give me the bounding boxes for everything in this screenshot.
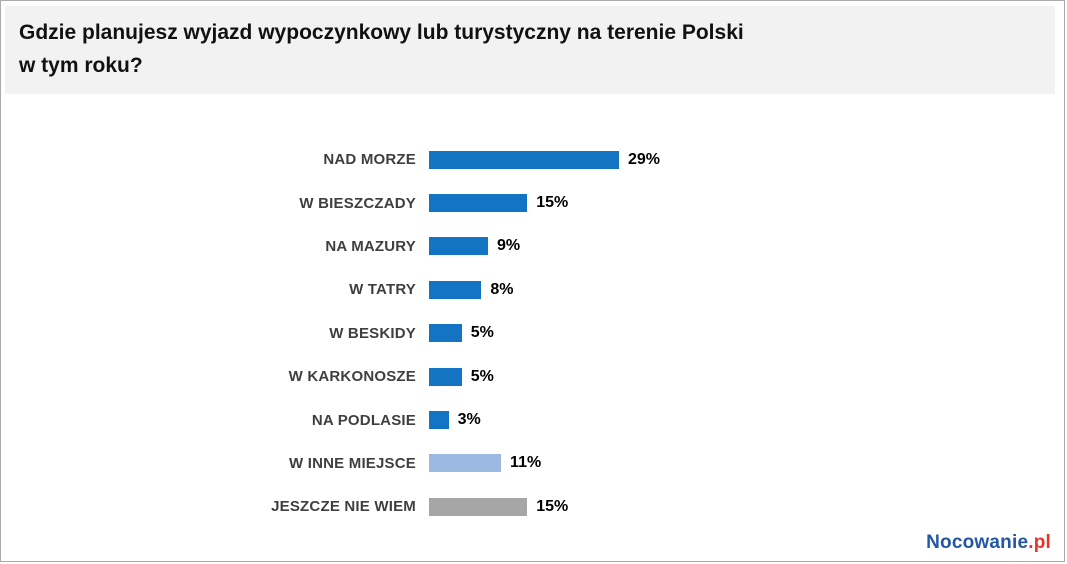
category-label: NA PODLASIE bbox=[311, 411, 416, 429]
bar-row: W TATRY 8% bbox=[1, 268, 1064, 311]
page-title-line-2: w tym roku? bbox=[19, 54, 143, 77]
bar bbox=[429, 367, 462, 386]
value-label: 3% bbox=[457, 411, 481, 429]
value-label: 15% bbox=[536, 194, 569, 212]
value-label: 11% bbox=[510, 454, 542, 472]
bar bbox=[429, 280, 482, 299]
bar bbox=[429, 150, 619, 169]
value-label: 29% bbox=[627, 150, 660, 168]
category-label: W BIESZCZADY bbox=[299, 194, 416, 212]
bar bbox=[429, 324, 462, 343]
category-label: W BESKIDY bbox=[329, 324, 416, 342]
category-label: W TATRY bbox=[349, 281, 416, 299]
category-label: W INNE MIEJSCE bbox=[289, 454, 416, 472]
brand-logo-name: Nocowanie bbox=[926, 532, 1029, 553]
value-label: 8% bbox=[490, 280, 514, 298]
value-label: 9% bbox=[496, 237, 521, 255]
category-label: NA MAZURY bbox=[325, 237, 416, 255]
bar bbox=[429, 411, 449, 430]
bar-row: JESZCZE NIE WIEM 15% bbox=[1, 485, 1064, 528]
bar-row: NAD MORZE 29% bbox=[1, 138, 1064, 181]
category-label: W KARKONOSZE bbox=[288, 368, 416, 386]
bar bbox=[429, 194, 528, 213]
page-title-line-1: Gdzie planujesz wyjazd wypoczynkowy lub … bbox=[19, 21, 744, 44]
bar-row: W KARKONOSZE 5% bbox=[1, 355, 1064, 398]
bar-chart: NAD MORZE 29% W BIESZCZADY 15% NA MAZURY 9% W … bbox=[1, 138, 1064, 529]
value-label: 5% bbox=[470, 367, 494, 385]
page-title: Gdzie planujesz wyjazd wypoczynkowy lub … bbox=[5, 6, 1055, 82]
bar-row: NA PODLASIE 3% bbox=[1, 398, 1064, 441]
value-label: 15% bbox=[536, 497, 569, 515]
brand-logo-tld: .pl bbox=[1028, 532, 1051, 553]
bar-row: NA MAZURY 9% bbox=[1, 225, 1064, 268]
brand-logo: Nocowanie.pl bbox=[926, 532, 1051, 554]
bar-row: W INNE MIEJSCE 11% bbox=[1, 442, 1064, 485]
bar bbox=[429, 237, 488, 256]
bar-row: W BIESZCZADY 15% bbox=[1, 181, 1064, 224]
category-label: NAD MORZE bbox=[323, 151, 416, 169]
value-label: 5% bbox=[470, 324, 494, 342]
bar-row: W BESKIDY 5% bbox=[1, 312, 1064, 355]
title-band: Gdzie planujesz wyjazd wypoczynkowy lub … bbox=[5, 6, 1055, 94]
bar bbox=[429, 454, 502, 473]
bar bbox=[429, 497, 528, 516]
category-label: JESZCZE NIE WIEM bbox=[271, 498, 416, 516]
